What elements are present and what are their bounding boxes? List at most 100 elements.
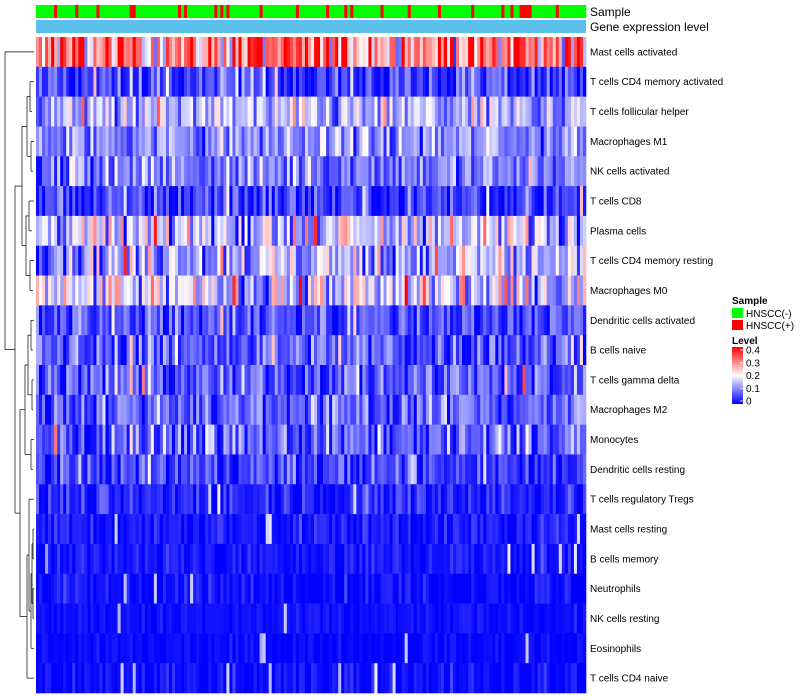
heatmap-cell (480, 275, 484, 306)
heatmap-cell (365, 514, 369, 545)
heatmap-cell (480, 37, 484, 68)
heatmap-cell (356, 37, 360, 68)
heatmap-cell (317, 454, 321, 485)
heatmap-cell (579, 156, 584, 187)
heatmap-cell (220, 394, 224, 425)
heatmap-cell (120, 126, 124, 157)
heatmap-cell (63, 96, 67, 127)
heatmap-cell (253, 394, 257, 425)
heatmap-cell (54, 156, 58, 187)
heatmap-cell (326, 186, 330, 217)
heatmap-cell (126, 663, 130, 694)
heatmap-cell (51, 394, 55, 425)
heatmap-cell (187, 305, 191, 336)
heatmap-cell (193, 335, 197, 366)
sample-cell (96, 5, 100, 18)
heatmap-cell (277, 275, 282, 306)
heatmap-cell (111, 603, 115, 634)
heatmap-cell (117, 484, 121, 515)
heatmap-cell (208, 454, 212, 485)
heatmap-cell (175, 186, 179, 217)
heatmap-cell (147, 305, 152, 336)
heatmap-cell (528, 603, 532, 634)
heatmap-cell (283, 186, 288, 217)
heatmap-cell (480, 305, 484, 336)
heatmap-cell (132, 275, 137, 306)
heatmap-cell (78, 514, 82, 545)
heatmap-cell (465, 126, 469, 157)
row-label: Macrophages M0 (590, 286, 668, 297)
heatmap-cell (105, 156, 109, 187)
heatmap-cell (244, 454, 248, 485)
sample-cell (311, 5, 315, 18)
heatmap-cell (398, 365, 402, 396)
heatmap-cell (555, 394, 560, 425)
heatmap-cell (510, 394, 514, 425)
heatmap-cell (54, 394, 58, 425)
heatmap-cell (181, 454, 185, 485)
heatmap-cell (114, 275, 118, 306)
heatmap-cell (453, 215, 457, 247)
heatmap-cell (214, 37, 218, 68)
heatmap-cell (229, 37, 233, 68)
heatmap-cell (90, 484, 94, 515)
heatmap-cell (126, 245, 130, 276)
heatmap-cell (356, 156, 360, 187)
heatmap-cell (510, 186, 514, 217)
heatmap-cell (156, 484, 161, 515)
heatmap-cell (440, 365, 445, 396)
sample-cell (57, 5, 61, 18)
heatmap-cell (350, 66, 354, 97)
heatmap-cell (268, 454, 273, 485)
heatmap-cell (150, 454, 155, 485)
heatmap-cell (341, 484, 345, 515)
heatmap-cell (528, 514, 532, 545)
heatmap-cell (573, 365, 578, 396)
heatmap-cell (326, 484, 330, 515)
heatmap-cell (368, 394, 372, 425)
heatmap-cell (87, 186, 91, 217)
heatmap-cell (335, 335, 339, 366)
heatmap-cell (368, 633, 372, 664)
heatmap-cell (286, 305, 291, 336)
heatmap-cell (401, 394, 405, 425)
heatmap-cell (353, 66, 357, 97)
heatmap-cell (389, 215, 393, 247)
heatmap-cell (307, 335, 312, 366)
heatmap-cell (416, 126, 421, 157)
heatmap-cell (87, 245, 91, 276)
heatmap-cell (108, 335, 112, 366)
heatmap-cell (516, 156, 520, 187)
heatmap-cell (81, 335, 85, 366)
heatmap-cell (474, 37, 478, 68)
heatmap-cell (153, 215, 158, 247)
heatmap-cell (168, 186, 173, 217)
heatmap-cell (196, 66, 200, 97)
heatmap-cell (465, 603, 469, 634)
heatmap-cell (350, 394, 354, 425)
heatmap-cell (483, 305, 487, 336)
heatmap-cell (298, 633, 303, 664)
heatmap-cell (347, 633, 351, 664)
heatmap-cell (123, 66, 127, 97)
heatmap-cell (81, 663, 85, 694)
heatmap-cell (389, 603, 393, 634)
heatmap-cell (199, 126, 203, 157)
heatmap-cell (437, 126, 442, 157)
heatmap-cell (471, 335, 475, 366)
heatmap-cell (193, 186, 197, 217)
heatmap-cell (576, 514, 581, 545)
heatmap-cell (181, 186, 185, 217)
heatmap-cell (193, 305, 197, 336)
heatmap-cell (471, 394, 475, 425)
heatmap-cell (132, 245, 137, 276)
heatmap-cell (462, 454, 466, 485)
heatmap-cell (492, 454, 496, 485)
sample-legend: Sample HNSCC(-) HNSCC(+) (732, 296, 794, 332)
heatmap-cell (398, 663, 402, 694)
heatmap-cell (549, 454, 554, 485)
heatmap-cell (274, 663, 279, 694)
heatmap-cell (356, 335, 360, 366)
heatmap-cell (465, 96, 469, 127)
heatmap-cell (516, 424, 520, 455)
